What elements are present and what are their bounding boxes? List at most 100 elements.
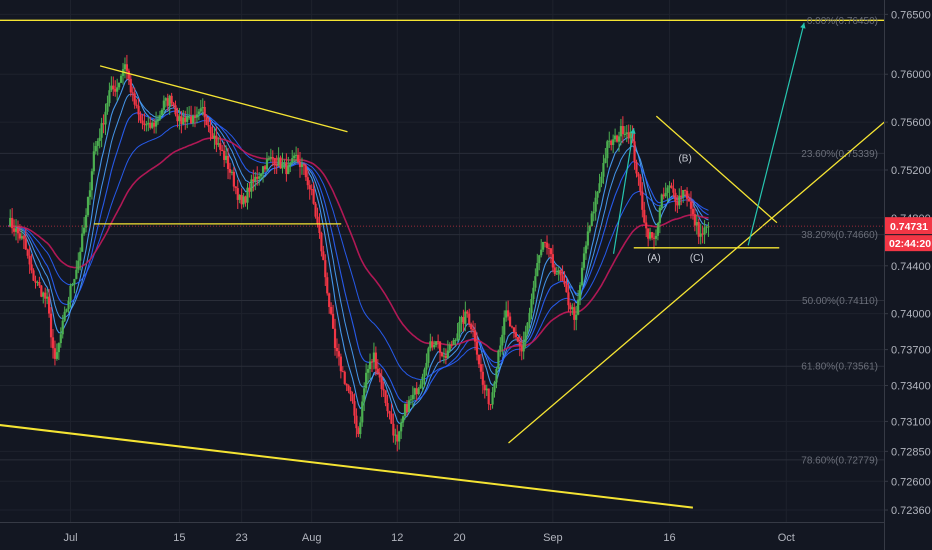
candle-body bbox=[421, 377, 423, 385]
candle-body bbox=[190, 117, 192, 124]
candle-body bbox=[344, 372, 346, 384]
candle-body bbox=[307, 177, 309, 185]
candle-body bbox=[340, 357, 342, 372]
candle-body bbox=[34, 281, 36, 283]
candle-body bbox=[540, 250, 542, 256]
candle-body bbox=[250, 179, 252, 191]
candle-body bbox=[182, 118, 184, 124]
candle-body bbox=[593, 212, 595, 214]
candle-body bbox=[703, 228, 705, 235]
candle-body bbox=[32, 270, 34, 280]
candle-body bbox=[287, 165, 289, 174]
candle-body bbox=[659, 208, 661, 223]
price-axis[interactable]: 0.765000.760000.756000.752000.748000.744… bbox=[884, 0, 931, 550]
candle-body bbox=[151, 123, 153, 128]
candle-body bbox=[167, 98, 169, 106]
candle-body bbox=[377, 369, 379, 373]
candle-body bbox=[550, 248, 552, 254]
candle-body bbox=[268, 159, 270, 160]
candle-body bbox=[528, 313, 530, 323]
candle-body bbox=[517, 337, 519, 342]
candle-body bbox=[213, 136, 215, 139]
candle-body bbox=[558, 270, 560, 273]
candle-body bbox=[23, 236, 25, 239]
candle-body bbox=[400, 423, 402, 432]
time-tick-label-2: 23 bbox=[236, 532, 248, 544]
candle-body bbox=[663, 194, 665, 196]
candle-body bbox=[674, 193, 676, 202]
candle-body bbox=[698, 222, 700, 237]
candle-body bbox=[274, 158, 276, 165]
candle-body bbox=[256, 177, 258, 179]
time-axis[interactable]: Jul 15 23 Aug 12 20 Sep 16 Oct bbox=[0, 523, 884, 545]
time-tick-label-5: 20 bbox=[453, 532, 465, 544]
candle-body bbox=[278, 158, 280, 166]
candle-body bbox=[476, 342, 478, 355]
fib-label-4: 61.80%(0.73561) bbox=[801, 362, 878, 373]
candle-body bbox=[270, 157, 272, 159]
candle-body bbox=[447, 351, 449, 358]
candle-body bbox=[478, 355, 480, 365]
candle-body bbox=[169, 96, 171, 106]
candle-body bbox=[126, 64, 128, 71]
candle-body bbox=[262, 166, 264, 173]
fib-label-1: 23.60%(0.75339) bbox=[801, 149, 878, 160]
candle-body bbox=[309, 185, 311, 189]
candle-body bbox=[392, 424, 394, 436]
candle-body bbox=[600, 177, 602, 183]
candle-body bbox=[285, 162, 287, 174]
candle-body bbox=[686, 191, 688, 199]
candle-body bbox=[184, 118, 186, 122]
candle-body bbox=[499, 346, 501, 351]
candle-body bbox=[209, 127, 211, 134]
candle-body bbox=[700, 234, 702, 237]
candle-body bbox=[95, 146, 97, 151]
candle-body bbox=[13, 228, 15, 232]
candle-body bbox=[322, 251, 324, 260]
candle-body bbox=[439, 342, 441, 353]
candle-body bbox=[394, 435, 396, 436]
candle-body bbox=[519, 342, 521, 346]
candle-body bbox=[497, 351, 499, 369]
candle-body bbox=[194, 116, 196, 118]
candle-body bbox=[451, 345, 453, 346]
candle-body bbox=[81, 234, 83, 252]
candle-body bbox=[83, 228, 85, 234]
time-tick-label-0: Jul bbox=[63, 532, 77, 544]
candle-body bbox=[626, 132, 628, 134]
candle-body bbox=[128, 71, 130, 79]
candle-body bbox=[423, 370, 425, 377]
candle-body bbox=[495, 369, 497, 382]
candle-body bbox=[678, 196, 680, 206]
time-tick-label-1: 15 bbox=[173, 532, 185, 544]
candle-body bbox=[77, 261, 79, 270]
candle-body bbox=[458, 322, 460, 333]
candle-body bbox=[149, 123, 151, 128]
candle-body bbox=[655, 236, 657, 239]
candle-body bbox=[52, 337, 54, 348]
candle-body bbox=[418, 388, 420, 394]
candle-body bbox=[346, 384, 348, 386]
candle-body bbox=[468, 314, 470, 325]
candle-body bbox=[101, 123, 103, 138]
candle-body bbox=[120, 76, 122, 83]
candle-body bbox=[311, 189, 313, 190]
candle-body bbox=[276, 165, 278, 166]
candle-body bbox=[561, 275, 563, 281]
price-tick-label-9: 0.73100 bbox=[891, 416, 931, 428]
candle-body bbox=[653, 238, 655, 239]
candle-body bbox=[313, 189, 315, 203]
price-tick-label-8: 0.73400 bbox=[891, 381, 931, 393]
candle-body bbox=[515, 332, 517, 337]
candle-body bbox=[587, 231, 589, 245]
candle-body bbox=[79, 252, 81, 261]
candle-body bbox=[202, 107, 204, 108]
candle-body bbox=[427, 348, 429, 363]
candle-body bbox=[237, 188, 239, 200]
candle-body bbox=[266, 159, 268, 169]
candle-body bbox=[521, 346, 523, 352]
candle-body bbox=[480, 364, 482, 371]
candle-body bbox=[58, 343, 60, 352]
candle-body bbox=[579, 285, 581, 299]
